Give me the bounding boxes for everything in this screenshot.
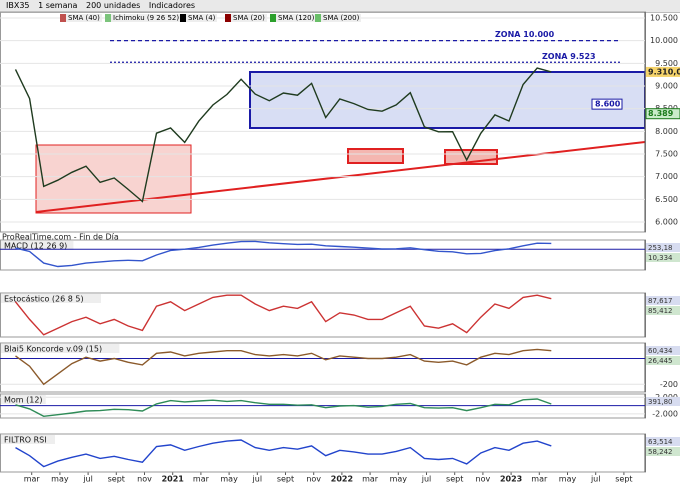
annotation: 8.600 — [595, 100, 621, 109]
series-line — [14, 294, 552, 336]
panel-title: MACD (12 26 9) — [4, 242, 67, 251]
x-tick-label: nov — [476, 475, 491, 484]
y-tick-label: 10.500 — [650, 13, 678, 22]
x-tick-label: 2021 — [162, 475, 185, 484]
units[interactable]: 200 unidades — [86, 1, 141, 10]
x-tick-label: mar — [531, 475, 548, 484]
legend-entry: Ichimoku (9 26 52) — [105, 14, 182, 22]
panel-title-bg — [1, 241, 74, 250]
x-tick-label: may — [390, 475, 408, 484]
x-tick-label: mar — [193, 475, 210, 484]
readout: 60,434 — [648, 347, 673, 355]
annotation: 9.310,0 — [648, 67, 680, 76]
y-tick-label: 6.500 — [655, 195, 678, 204]
panel-title-bg — [1, 294, 101, 303]
x-tick-label: jul — [590, 475, 601, 484]
period[interactable]: 1 semana — [38, 1, 78, 10]
annotation: 8.389 — [648, 109, 674, 118]
y-tick-label: 6.000 — [655, 218, 678, 227]
series-line — [15, 439, 552, 468]
panel-title: FILTRO RSI — [4, 436, 47, 445]
readout-bg — [646, 253, 680, 262]
channel-box — [249, 71, 646, 129]
annotation: ZONA 9.523 — [542, 52, 596, 61]
y-tick-label: 10.000 — [650, 36, 678, 45]
y-tick-label: 9.000 — [655, 81, 678, 90]
readout: 87,617 — [648, 297, 673, 305]
series-line — [15, 240, 552, 268]
legend-entry: SMA (4) — [180, 14, 218, 22]
readout-bg — [646, 447, 680, 456]
readout: 10,334 — [648, 254, 673, 262]
symbol[interactable]: IBX35 — [6, 1, 30, 10]
readout-bg — [646, 296, 680, 305]
legend-entry: SMA (40) — [60, 14, 102, 22]
x-tick-label: 2022 — [331, 475, 353, 484]
x-tick-label: may — [51, 475, 69, 484]
zone-box — [347, 148, 404, 164]
x-tick-label: 2023 — [500, 475, 522, 484]
x-tick-label: jul — [252, 475, 263, 484]
indicators[interactable]: Indicadores — [148, 1, 196, 10]
x-tick-label: mar — [362, 475, 379, 484]
panel-title: Blai5 Koncorde v.09 (15) — [4, 345, 102, 354]
x-tick-label: may — [220, 475, 238, 484]
readout: 391,80 — [648, 398, 673, 406]
x-tick-label: sept — [615, 475, 632, 484]
source: ProRealTime.com - Fin de Día — [2, 233, 119, 242]
y-tick-label: 7.000 — [655, 172, 678, 181]
panel-title-bg — [1, 435, 55, 444]
x-tick-label: may — [559, 475, 577, 484]
y-tick-label: 8.000 — [655, 127, 678, 136]
x-tick-label: jul — [82, 475, 93, 484]
readout-bg — [646, 356, 680, 365]
y-tick-label: -200 — [660, 380, 678, 389]
x-tick-label: sept — [108, 475, 125, 484]
y-tick-label: 7.500 — [655, 150, 678, 159]
x-tick-label: sept — [277, 475, 294, 484]
price-badge — [646, 66, 680, 77]
x-tick-label: jul — [421, 475, 432, 484]
annotation-bg — [645, 108, 680, 120]
x-tick-label: nov — [306, 475, 321, 484]
series-line — [15, 398, 552, 418]
y-tick-label: 9.500 — [655, 59, 678, 68]
readout-bg — [646, 346, 680, 355]
panel-frame — [0, 239, 646, 271]
zone-box — [35, 144, 192, 214]
legend-entry: SMA (120) — [270, 14, 317, 22]
panel-title: Estocástico (26 8 5) — [4, 295, 84, 304]
readout: 85,412 — [648, 307, 673, 315]
series-line — [14, 67, 552, 203]
readout-bg — [646, 397, 680, 406]
readout-bg — [646, 243, 680, 252]
readout-bg — [646, 306, 680, 315]
legend-entry: SMA (200) — [315, 14, 362, 22]
readout: 63,514 — [648, 438, 673, 446]
panel-title-bg — [1, 395, 46, 404]
panel-title: Mom (12) — [4, 396, 43, 405]
readout: 26,445 — [648, 357, 673, 365]
annotation-bg — [591, 98, 623, 110]
series-line — [15, 348, 552, 386]
readout-bg — [646, 437, 680, 446]
x-tick-label: mar — [24, 475, 41, 484]
x-tick-label: sept — [446, 475, 463, 484]
x-tick-label: nov — [137, 475, 152, 484]
panel-title-bg — [1, 344, 120, 353]
readout: 253,18 — [648, 244, 673, 252]
legend-entry: SMA (20) — [225, 14, 267, 22]
readout: 58,242 — [648, 448, 673, 456]
annotation: ZONA 10.000 — [495, 30, 555, 39]
y-tick-label: -2.000 — [652, 409, 678, 418]
